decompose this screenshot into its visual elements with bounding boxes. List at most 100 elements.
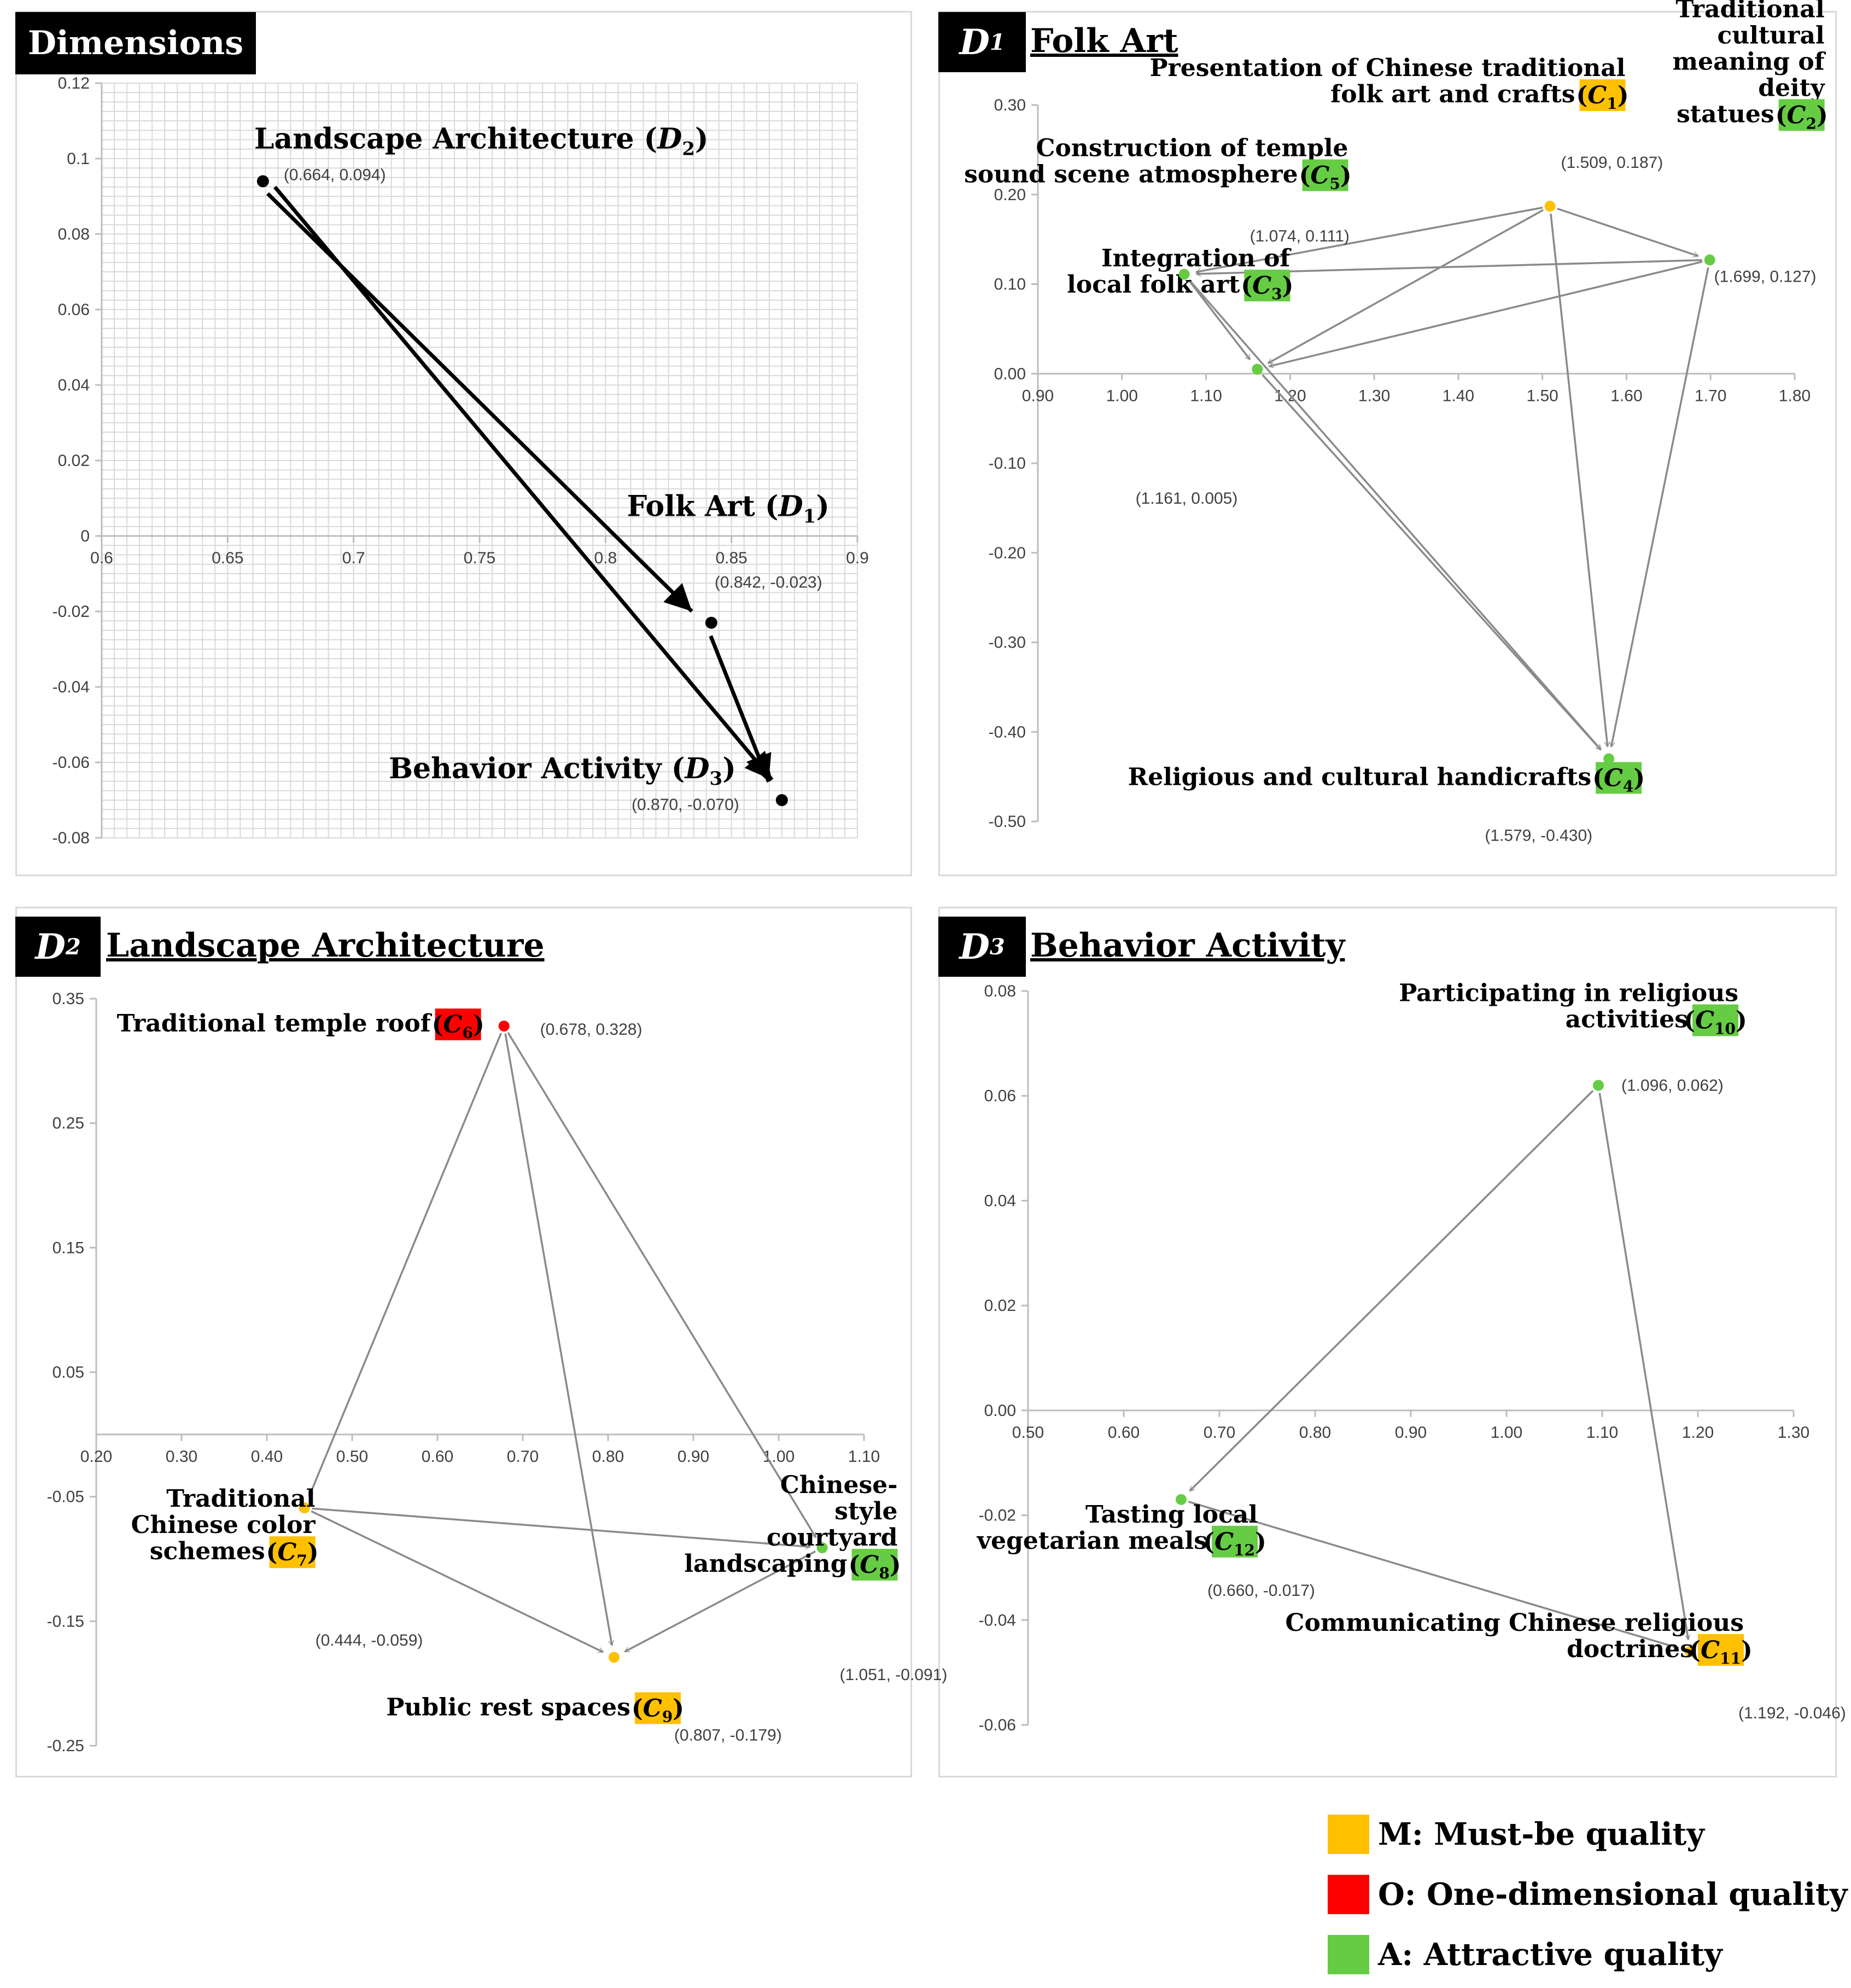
x-tick-label: 0.40 <box>251 1448 283 1466</box>
y-tick-label: 0.08 <box>984 982 1016 1000</box>
x-tick-label: 1.60 <box>1610 387 1642 405</box>
x-tick-label: 1.40 <box>1443 387 1474 405</box>
point-name-label: Folk Art (D1) <box>627 490 830 528</box>
point-label-line: Chinese color <box>131 1511 316 1539</box>
x-tick-label: 0.60 <box>422 1448 453 1466</box>
landscape-architecture-chart: 0.35 0.25 0.15 0.05 -0.05 -0.15 -0.25 0.20 0.30 0… <box>47 990 948 1755</box>
folk-art-chart: 0.30 0.20 0.10 0.00 -0.10 -0.20 -0.30 -0.40 -0.5… <box>964 0 1828 844</box>
y-tick-label: 0.00 <box>984 1402 1016 1420</box>
y-tick-label: -0.20 <box>989 544 1026 562</box>
point-marker-c10 <box>1593 1080 1604 1091</box>
behavior-activity-axes: 0.08 0.06 0.04 0.02 0.00 -0.02 -0.04 -0.06 0.50 0… <box>979 982 1810 1734</box>
y-tick-label: -0.30 <box>989 634 1026 652</box>
landscape-architecture-tag-letter: D <box>35 926 66 967</box>
x-tick-label: 0.6 <box>90 549 113 567</box>
point-coordinate-label: (0.842, -0.023) <box>715 574 822 592</box>
x-tick-label: 0.90 <box>1395 1424 1427 1442</box>
x-tick-label: 0.7 <box>342 549 365 567</box>
y-tick-label: 0.02 <box>984 1297 1016 1315</box>
point-label-line: Participating in religious <box>1399 980 1738 1007</box>
point-marker-c12 <box>1176 1494 1187 1505</box>
y-tick-label: 0.02 <box>58 452 90 470</box>
x-tick-label: 0.30 <box>166 1448 197 1466</box>
point-d1: (0.842, -0.023) Folk Art (D1) <box>627 490 830 629</box>
y-tick-label: 0.06 <box>984 1087 1016 1105</box>
folk-art-title: Folk Art <box>1030 22 1178 60</box>
point-coordinate-label: (1.579, -0.430) <box>1485 826 1592 844</box>
dimensions-axes: 0.12 0.1 0.08 0.06 0.04 0.02 0 -0.02 -0.04 -0.06 -… <box>52 74 869 847</box>
arrow-c12-to-c11 <box>1188 1501 1679 1648</box>
arrow-d2-to-d3 <box>273 185 774 782</box>
panel-folk-art <box>938 11 1837 876</box>
point-marker-d2 <box>256 175 269 188</box>
point-label-line: deity <box>1758 74 1825 102</box>
y-tick-label: 0 <box>80 527 90 545</box>
y-tick-label: 0.30 <box>994 96 1026 114</box>
point-c4: (1.579, -0.430) Religious and cultural ha… <box>1128 753 1645 844</box>
x-tick-label: 0.90 <box>1022 387 1054 405</box>
y-tick-label: 0.05 <box>52 1363 84 1381</box>
point-marker-c8 <box>816 1542 828 1554</box>
point-c9: (0.807, -0.179) Public rest spaces (C9) <box>386 1652 782 1744</box>
x-tick-label: 0.75 <box>464 549 495 567</box>
point-marker-c5 <box>1178 269 1190 280</box>
arrow-c6-to-c7 <box>309 1033 502 1497</box>
point-code-label: (C6) <box>432 1011 484 1042</box>
x-tick-label: 0.60 <box>1108 1424 1140 1442</box>
arrow-c1-to-c4 <box>1550 213 1608 747</box>
point-coordinate-label: (1.161, 0.005) <box>1136 489 1238 508</box>
point-marker-c7 <box>299 1502 310 1514</box>
point-code-label: (C8) <box>848 1551 901 1582</box>
point-category-badge <box>269 1536 316 1569</box>
point-c8: (1.051, -0.091) Chinese-stylecourtyardlan… <box>684 1471 947 1684</box>
x-tick-label: 0.50 <box>336 1448 368 1466</box>
point-label-line: doctrines <box>1567 1635 1694 1663</box>
y-tick-label: -0.40 <box>989 723 1026 741</box>
point-marker-c9 <box>608 1652 620 1663</box>
y-tick-label: 0.00 <box>994 365 1026 383</box>
point-coordinate-label: (0.807, -0.179) <box>674 1726 782 1744</box>
point-code-label: (C3) <box>1241 272 1293 303</box>
arrow-c10-to-c11 <box>1598 1093 1688 1640</box>
point-label-line: Construction of temple <box>1036 134 1348 162</box>
x-tick-label: 0.8 <box>594 549 617 567</box>
arrow-d1-to-d3 <box>709 635 772 783</box>
y-tick-label: -0.50 <box>989 813 1026 831</box>
arrow-c7-to-c8 <box>312 1507 810 1547</box>
y-tick-label: -0.06 <box>52 754 90 772</box>
point-c2: (1.699, 0.127) Traditionalculturalmeaning… <box>1673 0 1828 285</box>
point-coordinate-label: (0.664, 0.094) <box>284 166 386 184</box>
point-label-line: Communicating Chinese religious <box>1285 1609 1744 1637</box>
point-code-label: (C11) <box>1689 1636 1753 1668</box>
landscape-architecture-tag-sub: 2 <box>65 934 81 960</box>
landscape-architecture-arrows <box>309 1032 817 1653</box>
behavior-activity-chart: 0.08 0.06 0.04 0.02 0.00 -0.02 -0.04 -0.06 0.50 0… <box>977 980 1846 1734</box>
arrow-c3-to-c4 <box>1262 374 1602 751</box>
arrow-c8-to-c9 <box>624 1550 816 1653</box>
point-category-badge <box>1244 270 1291 302</box>
x-tick-label: 1.00 <box>763 1448 795 1466</box>
arrow-c7-to-c9 <box>311 1510 603 1653</box>
point-coordinate-label: (1.051, -0.091) <box>840 1666 948 1684</box>
behavior-activity-tag-letter: D <box>959 926 990 967</box>
point-coordinate-label: (1.192, -0.046) <box>1738 1704 1846 1722</box>
point-label-line: Presentation of Chinese traditional <box>1149 54 1625 82</box>
point-coordinate-label: (0.660, -0.017) <box>1207 1582 1315 1600</box>
point-name-label: Landscape Architecture (D2) <box>254 122 709 160</box>
x-tick-label: 0.85 <box>715 549 747 567</box>
point-category-badge <box>1778 99 1825 131</box>
y-tick-label: -0.10 <box>989 454 1026 473</box>
arrow-c2-to-c4 <box>1611 267 1709 747</box>
point-code-label: (C2) <box>1776 101 1828 132</box>
x-tick-label: 1.20 <box>1682 1424 1714 1442</box>
point-marker-c11 <box>1685 1646 1696 1657</box>
panel-landscape-architecture <box>15 907 912 1777</box>
y-tick-label: -0.08 <box>52 829 90 847</box>
y-tick-label: 0.04 <box>984 1192 1016 1210</box>
point-category-badge <box>634 1692 681 1724</box>
point-code-label: (C1) <box>1576 81 1628 113</box>
dimensions-title-tag: Dimensions <box>15 12 256 74</box>
